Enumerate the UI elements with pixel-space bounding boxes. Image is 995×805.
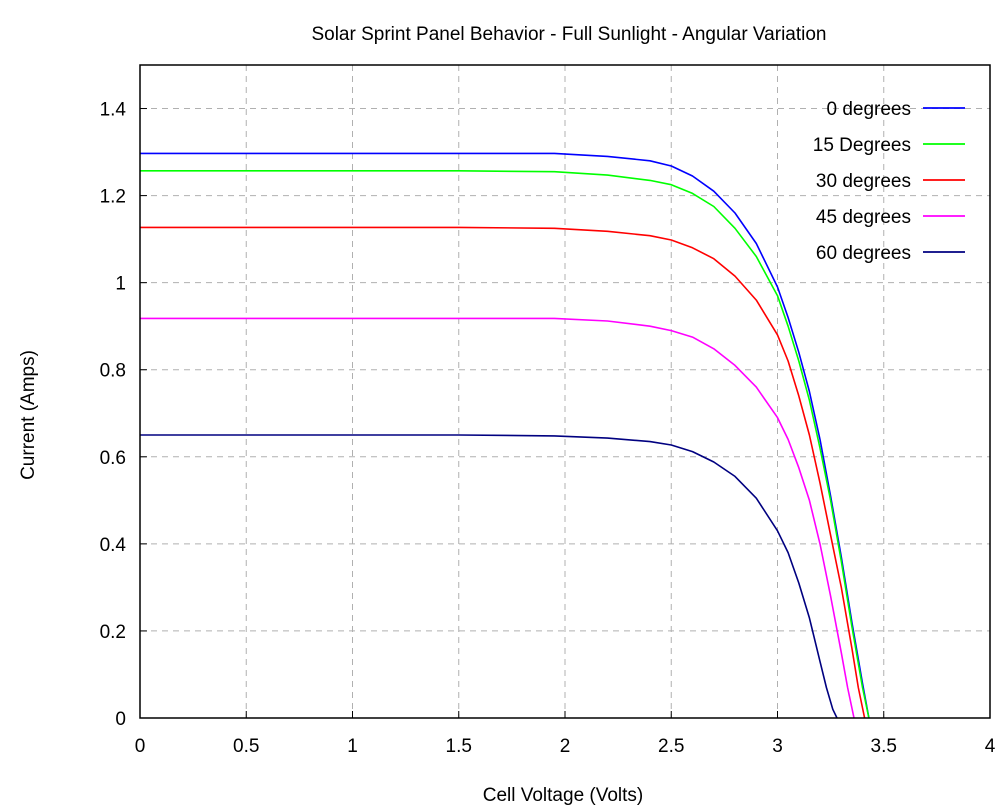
series-line-4 (140, 434, 838, 719)
y-tick-label: 1.2 (100, 187, 126, 208)
legend: 0 degrees 15 Degrees 30 degrees 45 degrees 6… (813, 99, 965, 264)
y-axis-label: Current (Amps) (18, 350, 39, 480)
x-tick-label: 3 (772, 736, 783, 757)
y-tick-label: 1 (115, 274, 126, 295)
series-layer (140, 152, 870, 719)
y-tick-label: 0.8 (100, 361, 126, 382)
x-tick-label: 0.5 (233, 736, 259, 757)
y-tick-label: 0 (115, 709, 126, 730)
y-tick-label: 0.4 (100, 535, 127, 556)
x-tick-label: 3.5 (871, 736, 897, 757)
x-tick-label: 0 (135, 736, 146, 757)
x-tick-label: 1.5 (446, 736, 472, 757)
x-tick-label: 2 (560, 736, 571, 757)
y-tick-label: 0.2 (100, 622, 126, 643)
series-line-2 (140, 226, 866, 719)
x-tick-label: 1 (347, 736, 358, 757)
y-tick-label: 0.6 (100, 448, 126, 469)
x-axis-label: Cell Voltage (Volts) (483, 785, 644, 805)
legend-label-4: 60 degrees (816, 243, 911, 264)
legend-label-3: 45 degrees (816, 207, 911, 228)
legend-label-0: 0 degrees (826, 99, 911, 120)
grid (140, 65, 990, 718)
series-line-3 (140, 317, 855, 719)
y-tick-label: 1.4 (100, 100, 127, 121)
chart-title: Solar Sprint Panel Behavior - Full Sunli… (311, 24, 826, 45)
legend-label-2: 30 degrees (816, 171, 911, 192)
x-tick-label: 2.5 (658, 736, 684, 757)
series-line-1 (140, 170, 870, 719)
axis-ticks: 0 0.5 1 1.5 2 2.5 3 3.5 4 0 0.2 0.4 0.6 0.8 1 1.2 1.4 (100, 100, 995, 757)
x-tick-label: 4 (985, 736, 995, 757)
legend-label-1: 15 Degrees (813, 135, 911, 156)
